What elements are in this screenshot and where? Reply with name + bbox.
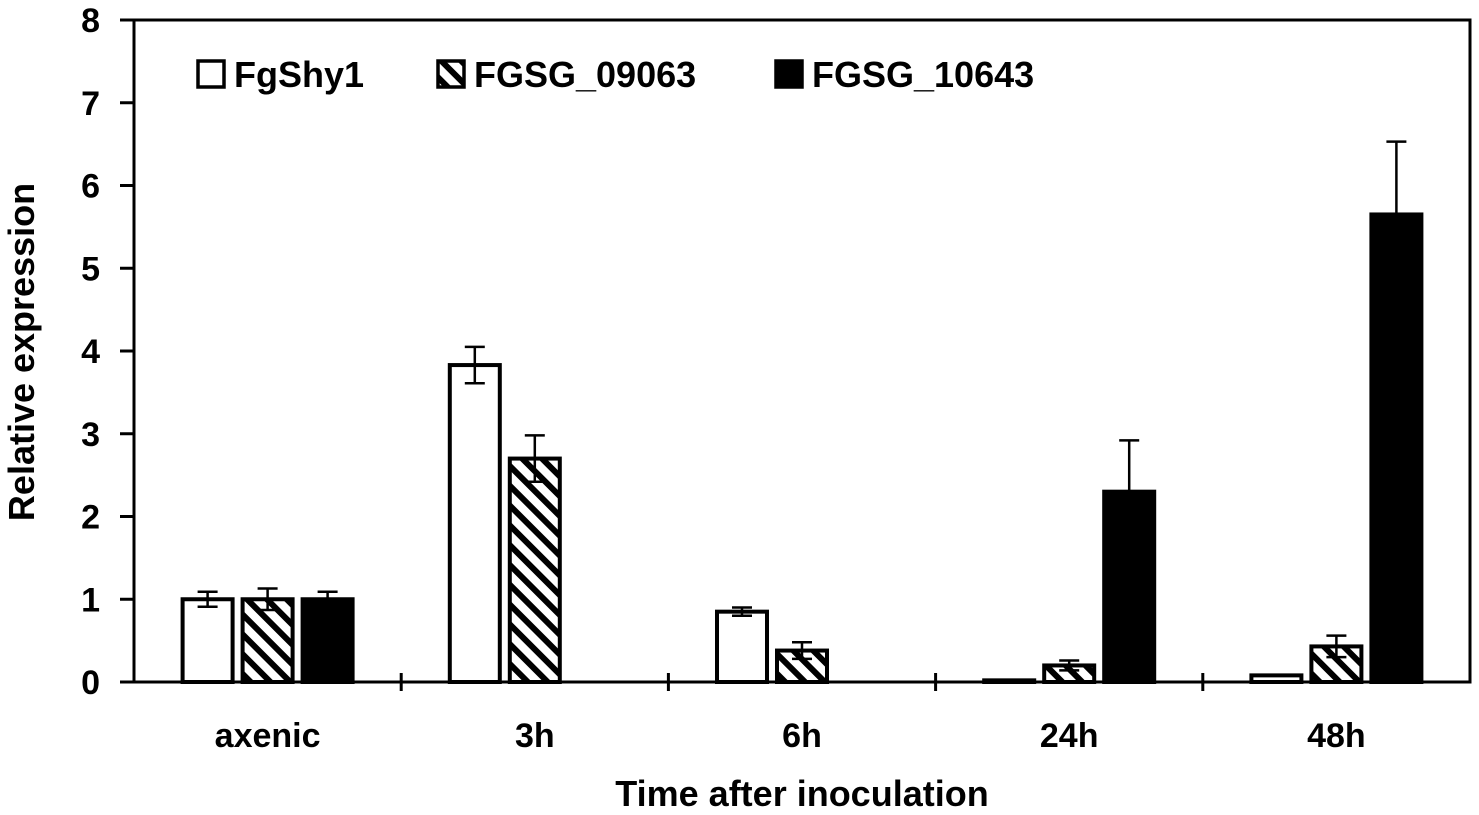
y-tick-label: 1 <box>81 581 100 619</box>
x-axis-title: Time after inoculation <box>615 773 988 814</box>
bar-fgshy1-24h <box>982 678 1037 684</box>
bar-fgsg-10643-24h <box>1102 489 1157 684</box>
legend-swatch-fgshy1 <box>196 59 226 89</box>
legend-label: FGSG_09063 <box>474 54 696 95</box>
legend-label: FGSG_10643 <box>812 54 1034 95</box>
y-axis-ticks: 0 1 2 3 4 5 6 7 8 <box>81 2 134 702</box>
bar-fgsg-10643-48h <box>1369 212 1424 684</box>
legend-swatch-fgsg-09063 <box>436 59 466 89</box>
bar-fgsg-09063-48h <box>1309 644 1364 684</box>
y-tick-label: 3 <box>81 416 100 454</box>
x-category-label: 6h <box>782 717 822 755</box>
x-category-label: axenic <box>215 717 321 755</box>
y-tick-label: 6 <box>81 168 100 206</box>
y-tick-label: 2 <box>81 499 100 537</box>
bar-fgsg-10643-axenic <box>300 597 355 684</box>
y-tick-label: 0 <box>81 664 100 702</box>
legend-label: FgShy1 <box>234 54 364 95</box>
bar-fgshy1-axenic <box>180 597 235 684</box>
x-category-label: 24h <box>1040 717 1099 755</box>
y-tick-label: 4 <box>81 333 100 371</box>
bars <box>180 212 1424 685</box>
legend: FgShy1 FGSG_09063 FGSG_10643 <box>196 54 1034 95</box>
x-axis-category-labels: axenic 3h 6h 24h 48h <box>215 717 1366 755</box>
bar-fgshy1-3h <box>447 363 502 684</box>
legend-swatch-fgsg-10643 <box>774 59 804 89</box>
bar-fgshy1-6h <box>715 609 769 684</box>
y-tick-label: 8 <box>81 2 100 40</box>
bar-fgshy1-48h <box>1249 673 1304 685</box>
y-tick-label: 7 <box>81 85 100 123</box>
bar-fgsg-09063-axenic <box>240 597 295 684</box>
x-category-label: 48h <box>1307 717 1366 755</box>
error-bars <box>197 140 1407 672</box>
plot-frame <box>132 18 1472 684</box>
y-tick-label: 5 <box>81 250 100 288</box>
y-axis-title: Relative expression <box>1 183 42 521</box>
x-axis-ticks <box>399 673 1205 691</box>
bar-fgsg-09063-3h <box>507 456 562 685</box>
x-category-label: 3h <box>515 717 555 755</box>
